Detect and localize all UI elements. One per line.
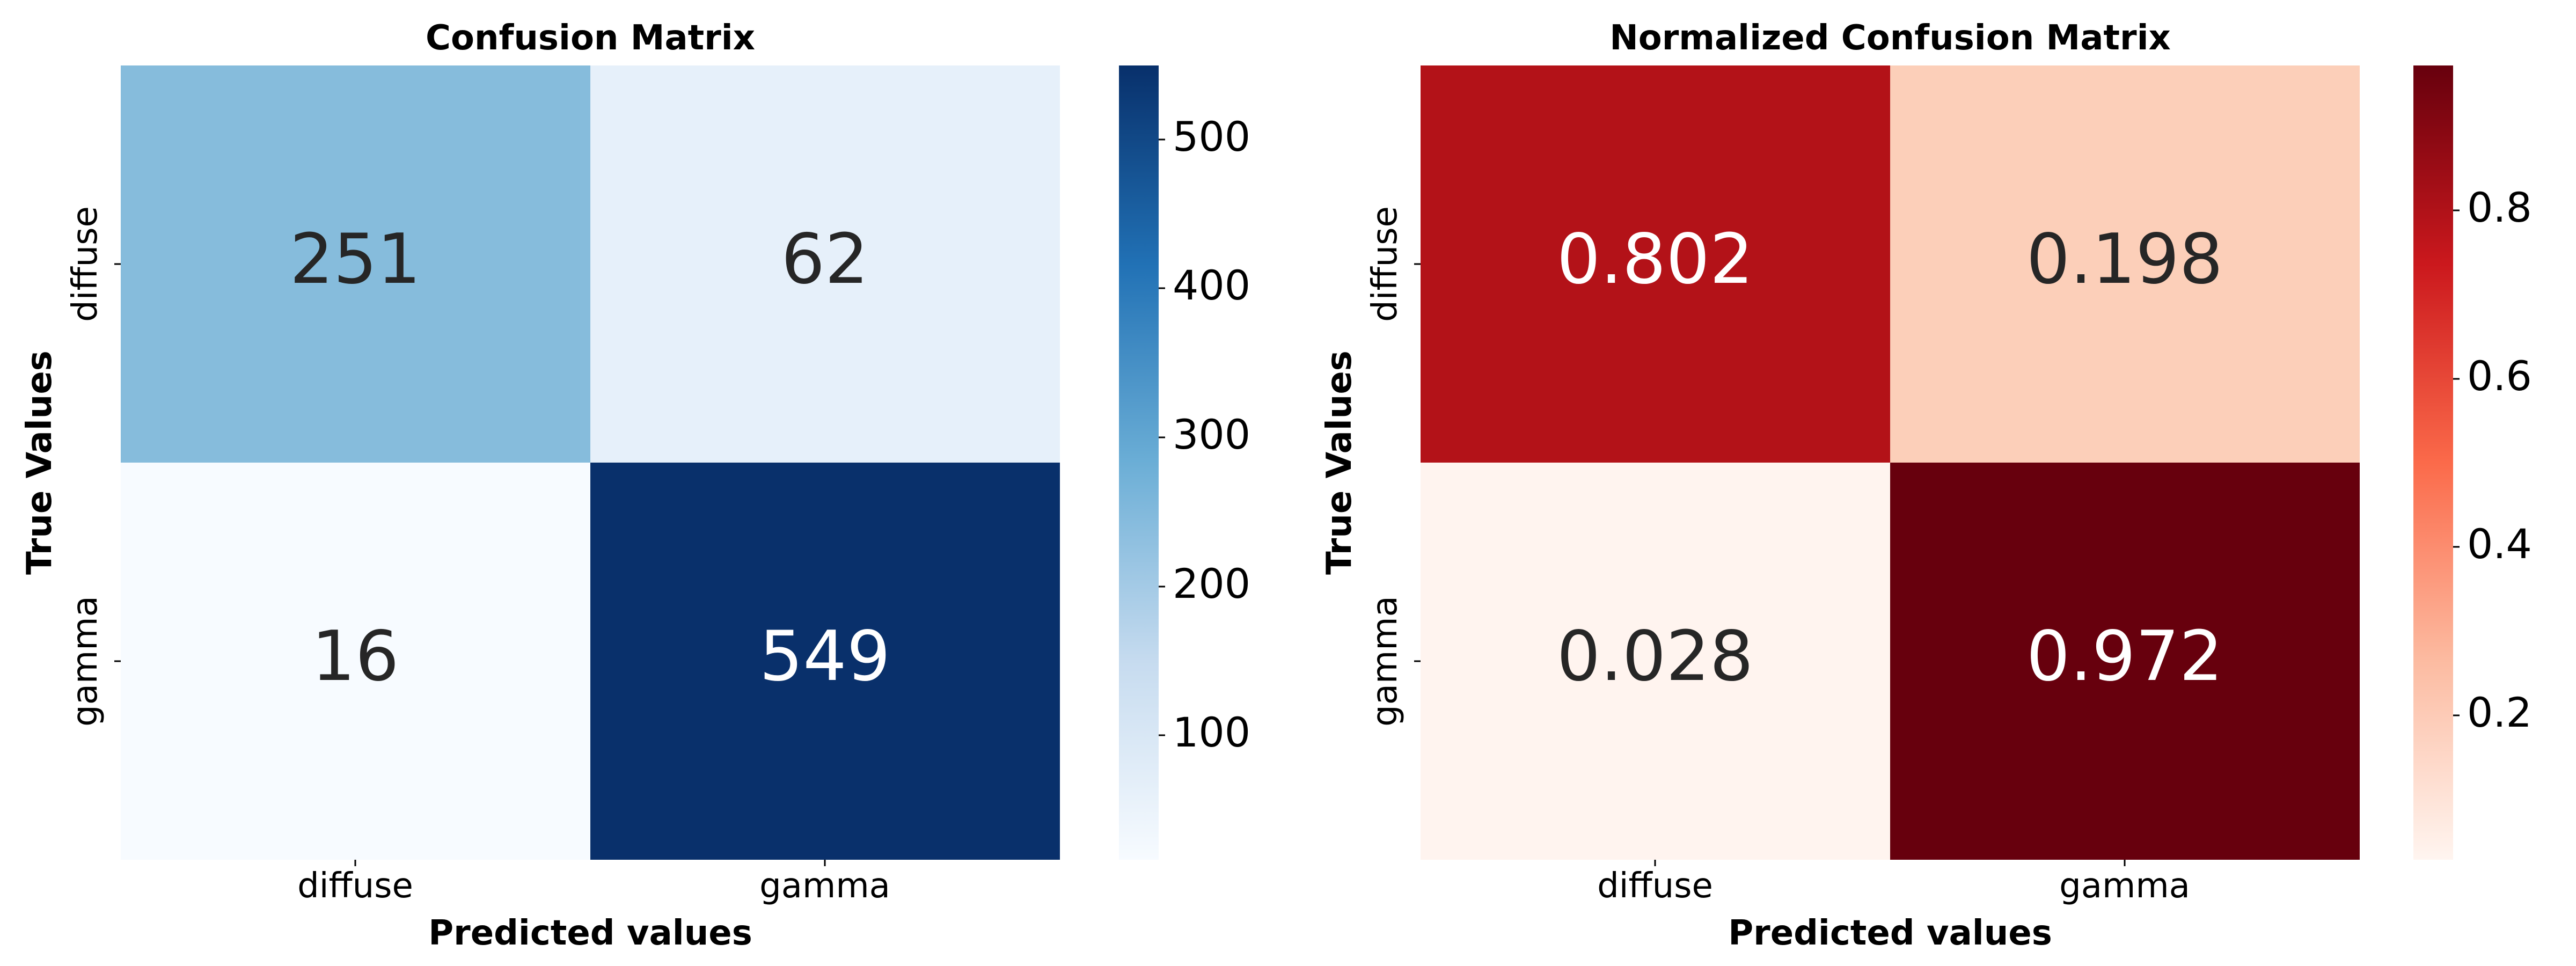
colorbar-ticks: 100 200 300 400 500 xyxy=(1159,113,1250,756)
y-tick-label-diffuse: diffuse xyxy=(1365,206,1405,322)
x-axis-label: Predicted values xyxy=(428,913,752,953)
cell-diffuse-diffuse xyxy=(121,65,590,463)
cell-annotations: 251 62 16 549 xyxy=(290,219,890,697)
cell-diffuse-gamma xyxy=(590,65,1060,463)
annotation-diffuse-diffuse: 0.802 xyxy=(1557,219,1753,299)
y-axis: diffuse gamma True Values xyxy=(1320,206,1421,727)
x-axis: diffuse gamma Predicted values xyxy=(1597,860,2190,953)
confusion-matrix-chart: Confusion Matrix 251 62 16 549 diffuse g… xyxy=(20,18,1250,953)
y-axis-label: True Values xyxy=(20,350,60,575)
x-tick-label-diffuse: diffuse xyxy=(1597,866,1713,906)
colorbar-tick-label: 0.8 xyxy=(2467,184,2532,231)
colorbar: 0.2 0.4 0.6 0.8 xyxy=(2413,65,2532,860)
annotation-gamma-gamma: 0.972 xyxy=(2026,617,2223,697)
annotation-diffuse-gamma: 0.198 xyxy=(2026,219,2223,299)
annotation-diffuse-diffuse: 251 xyxy=(290,219,421,299)
colorbar-tick-label: 200 xyxy=(1173,560,1250,608)
chart-title: Confusion Matrix xyxy=(426,18,755,58)
y-tick-label-gamma: gamma xyxy=(65,596,105,727)
cell-gamma-gamma xyxy=(1890,463,2360,860)
cell-gamma-diffuse xyxy=(1421,463,1890,860)
cell-diffuse-gamma xyxy=(1890,65,2360,463)
x-tick-label-gamma: gamma xyxy=(759,866,890,906)
colorbar-ticks: 0.2 0.4 0.6 0.8 xyxy=(2453,184,2532,736)
colorbar-tick-label: 0.2 xyxy=(2467,689,2532,736)
annotation-gamma-gamma: 549 xyxy=(759,617,890,697)
y-axis: diffuse gamma True Values xyxy=(20,206,121,727)
annotation-gamma-diffuse: 0.028 xyxy=(1557,617,1753,697)
y-axis-label: True Values xyxy=(1320,350,1359,575)
heatmap-cells xyxy=(121,65,1060,860)
x-tick-label-diffuse: diffuse xyxy=(297,866,413,906)
colorbar-gradient xyxy=(2413,65,2453,860)
colorbar-gradient xyxy=(1119,65,1159,860)
y-tick-label-gamma: gamma xyxy=(1365,596,1405,727)
colorbar-tick-label: 300 xyxy=(1173,411,1250,458)
cell-annotations: 0.802 0.198 0.028 0.972 xyxy=(1557,219,2223,697)
annotation-gamma-diffuse: 16 xyxy=(312,617,399,697)
chart-title: Normalized Confusion Matrix xyxy=(1609,18,2171,58)
x-axis-label: Predicted values xyxy=(1728,913,2052,953)
colorbar: 100 200 300 400 500 xyxy=(1119,65,1250,860)
colorbar-tick-label: 0.6 xyxy=(2467,352,2532,400)
cell-gamma-diffuse xyxy=(121,463,590,860)
colorbar-tick-label: 100 xyxy=(1173,708,1250,756)
heatmap-cells xyxy=(1421,65,2360,860)
annotation-diffuse-gamma: 62 xyxy=(781,219,869,299)
colorbar-tick-label: 500 xyxy=(1173,113,1250,160)
x-tick-label-gamma: gamma xyxy=(2059,866,2190,906)
y-tick-label-diffuse: diffuse xyxy=(65,206,105,322)
colorbar-tick-label: 400 xyxy=(1173,261,1250,309)
cell-gamma-gamma xyxy=(590,463,1060,860)
colorbar-tick-label: 0.4 xyxy=(2467,520,2532,568)
normalized-confusion-matrix-chart: Normalized Confusion Matrix 0.802 0.198 … xyxy=(1320,18,2532,953)
cell-diffuse-diffuse xyxy=(1421,65,1890,463)
x-axis: diffuse gamma Predicted values xyxy=(297,860,890,953)
